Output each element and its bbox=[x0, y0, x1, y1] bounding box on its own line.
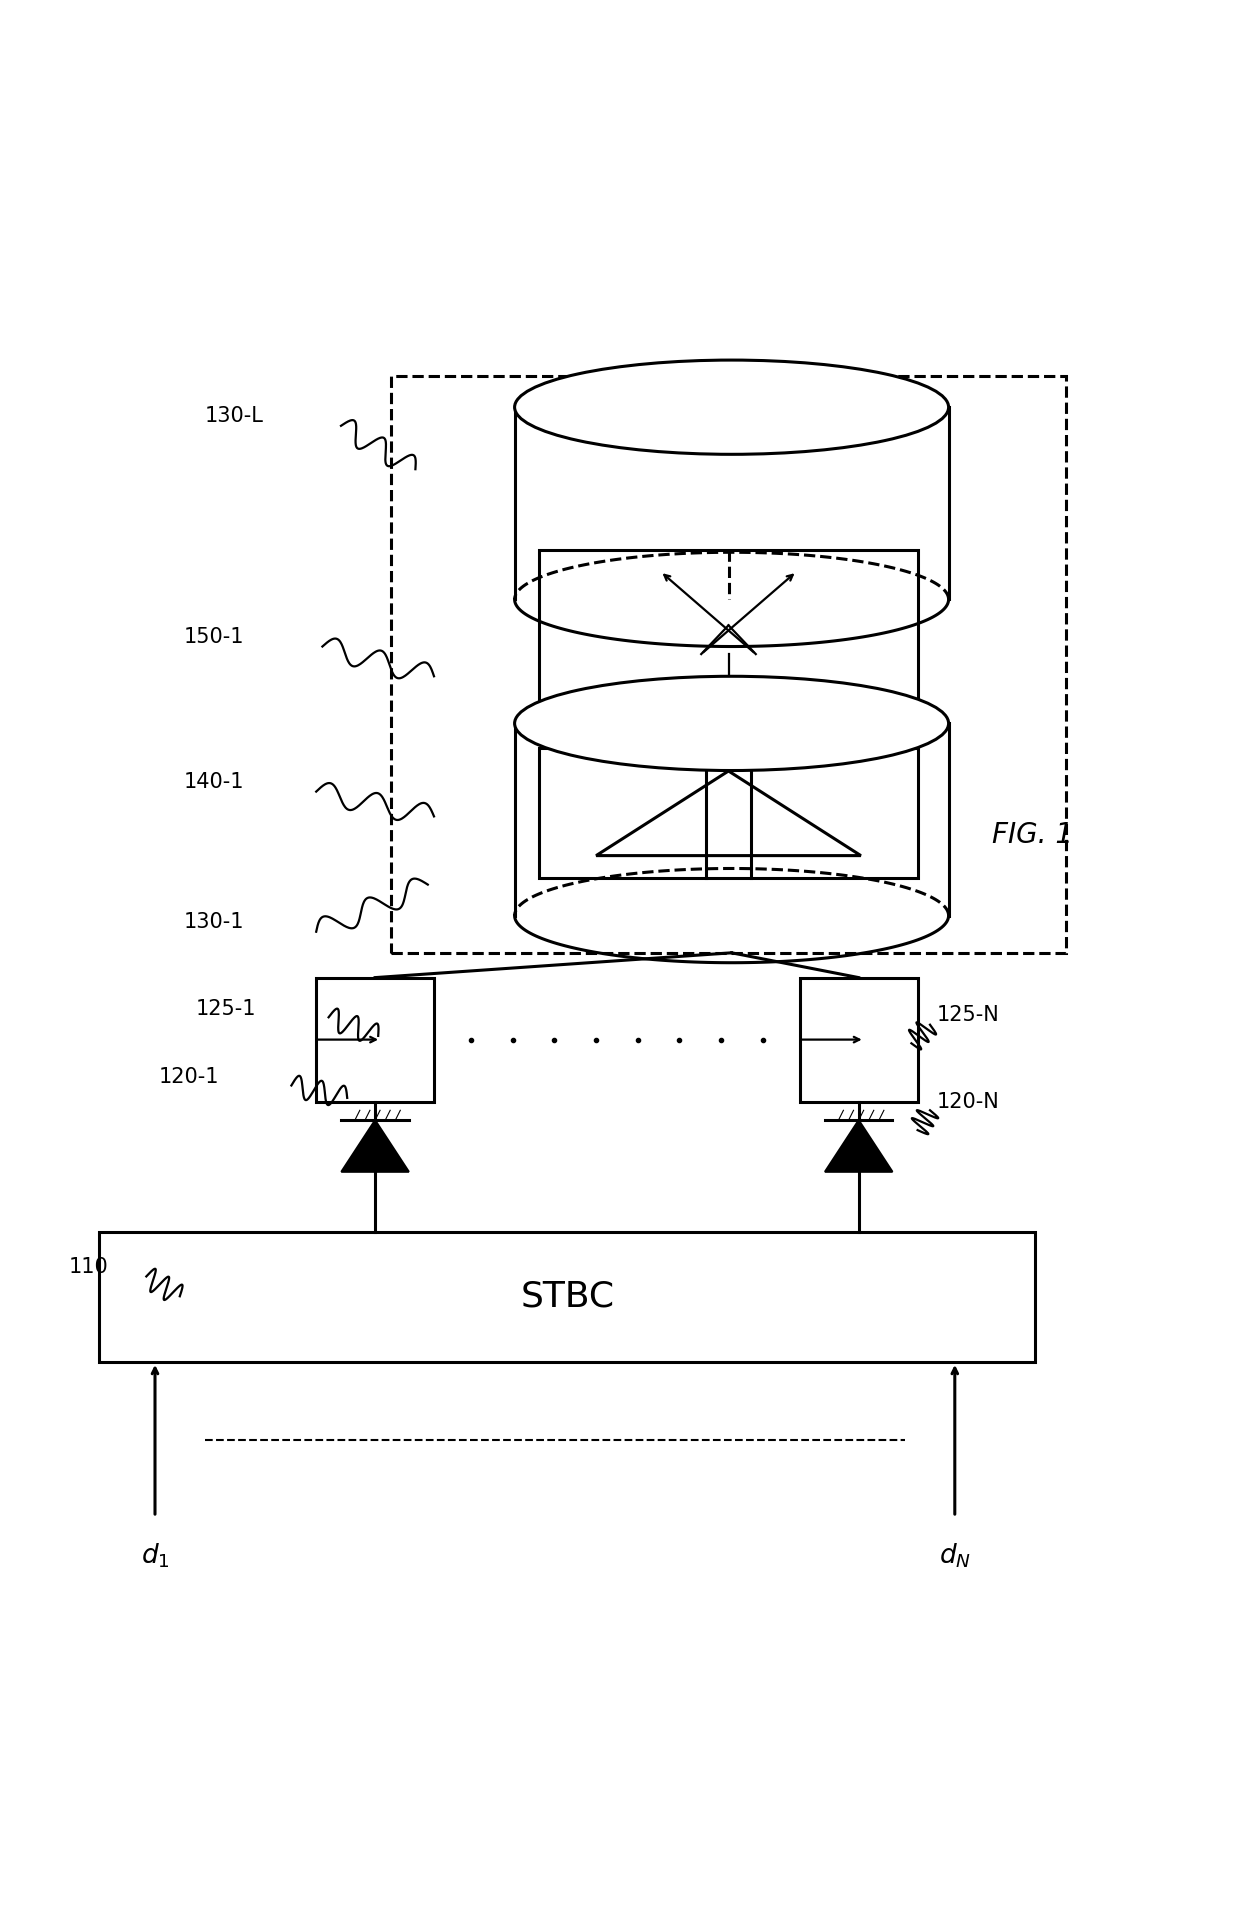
Text: 120-N: 120-N bbox=[936, 1091, 999, 1112]
Text: 125-N: 125-N bbox=[936, 1005, 999, 1024]
Text: 150-1: 150-1 bbox=[184, 627, 244, 646]
Text: STBC: STBC bbox=[521, 1279, 614, 1314]
Text: FIG. 1: FIG. 1 bbox=[992, 821, 1073, 850]
Text: 125-1: 125-1 bbox=[196, 999, 257, 1018]
Bar bbox=[316, 978, 434, 1101]
Bar bbox=[539, 748, 918, 878]
Text: $d_1$: $d_1$ bbox=[140, 1542, 170, 1571]
Ellipse shape bbox=[515, 677, 949, 771]
Bar bbox=[800, 978, 918, 1101]
Text: 130-1: 130-1 bbox=[184, 911, 244, 932]
Text: 110: 110 bbox=[68, 1256, 108, 1277]
Ellipse shape bbox=[515, 361, 949, 455]
Bar bbox=[391, 376, 1066, 953]
Text: $d_N$: $d_N$ bbox=[939, 1542, 971, 1571]
Text: 120-1: 120-1 bbox=[159, 1066, 219, 1088]
Text: 130-L: 130-L bbox=[205, 407, 263, 426]
Polygon shape bbox=[341, 1120, 409, 1172]
Bar bbox=[539, 550, 918, 729]
Polygon shape bbox=[825, 1120, 893, 1172]
Text: 140-1: 140-1 bbox=[184, 771, 244, 792]
Bar bbox=[99, 1231, 1035, 1362]
